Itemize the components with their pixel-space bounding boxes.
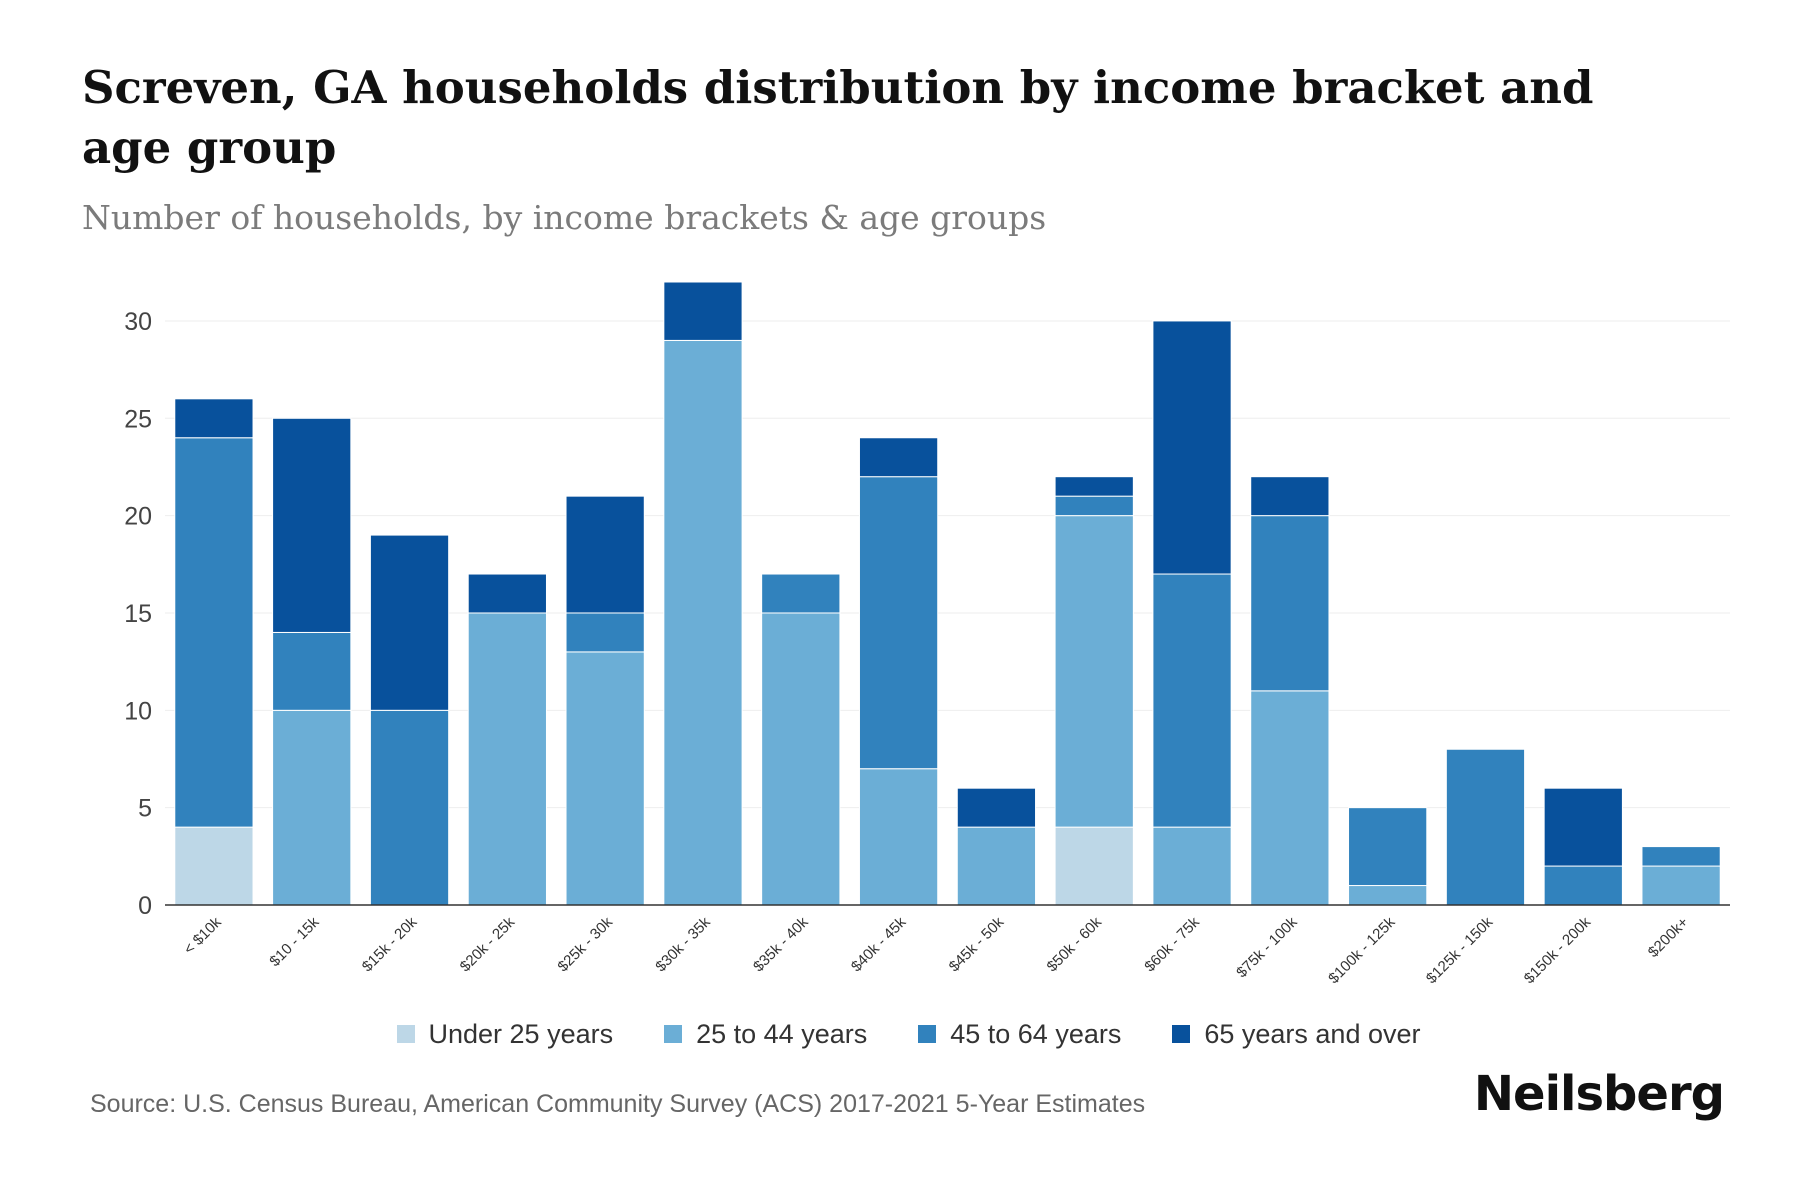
legend-item: Under 25 years: [396, 1018, 614, 1050]
brand-logo: Neilsberg: [1473, 1066, 1725, 1122]
x-tick-label: $150k - 200k: [1521, 913, 1595, 987]
legend-swatch: [1172, 1025, 1191, 1043]
bar-segment: [1054, 476, 1134, 497]
bar-segment: [1348, 885, 1428, 906]
legend-label: 25 to 44 years: [696, 1018, 868, 1049]
legend-label: 45 to 64 years: [950, 1018, 1122, 1049]
bar-segment: [1152, 826, 1232, 906]
bar-segment: [1250, 690, 1330, 906]
bars: [174, 281, 1721, 906]
legend-label: 65 years and over: [1204, 1018, 1421, 1049]
bar-segment: [369, 709, 450, 906]
legend-item: 25 to 44 years: [664, 1019, 867, 1050]
x-axis-ticks: < $10k $10 - 15k $15k - 20k $20k - 25k $25k …: [181, 913, 1693, 987]
bar-segment: [467, 573, 547, 614]
legend: Under 25 years 25 to 44 years 45 to 64 yea…: [0, 1014, 1800, 1054]
x-tick-label: $25k - 30k: [554, 913, 616, 975]
bar-segment: [174, 437, 254, 828]
y-tick-label: 5: [138, 795, 152, 823]
legend-item: 65 years and over: [1172, 1018, 1421, 1050]
y-tick-label: 0: [138, 892, 152, 920]
bar-segment: [467, 612, 547, 906]
bar-segment: [272, 417, 352, 633]
chart-subtitle: Number of households, by income brackets…: [82, 198, 1047, 237]
bar-segment: [1641, 846, 1721, 867]
bar-segment: [174, 398, 254, 439]
x-tick-label: $30k - 35k: [652, 913, 714, 975]
y-tick-label: 10: [124, 697, 152, 725]
bar-segment: [1054, 515, 1134, 828]
bar-segment: [272, 709, 352, 906]
x-tick-label: $125k - 150k: [1423, 913, 1497, 987]
x-tick-label: $50k - 60k: [1043, 913, 1105, 975]
bar-segment: [1152, 573, 1232, 828]
bar-segment: [1054, 826, 1134, 906]
bar-segment: [858, 768, 939, 906]
bar-segment: [761, 573, 841, 614]
x-tick-label: $40k - 45k: [848, 913, 910, 975]
bar-segment: [1250, 515, 1330, 692]
y-tick-label: 15: [124, 600, 152, 628]
x-tick-label: $60k - 75k: [1141, 913, 1203, 975]
x-tick-label: < $10k: [181, 913, 226, 958]
x-tick-label: $200k+: [1645, 914, 1692, 961]
bar-segment: [1054, 495, 1134, 517]
bar-segment: [1641, 865, 1721, 906]
bar-segment: [1152, 320, 1232, 575]
y-axis-ticks: 0 5 10 15 20 25 30: [124, 308, 152, 920]
bar-segment: [174, 826, 254, 906]
bar-segment: [565, 495, 645, 614]
x-tick-label: $20k - 25k: [457, 913, 519, 975]
bar-segment: [761, 612, 841, 906]
bar-segment: [272, 631, 352, 711]
legend-swatch: [664, 1025, 683, 1043]
bar-segment: [565, 651, 645, 906]
bar-segment: [663, 281, 743, 341]
legend-swatch: [918, 1025, 937, 1043]
bar-segment: [858, 476, 939, 770]
x-tick-label: $45k - 50k: [946, 913, 1008, 975]
x-tick-label: $35k - 40k: [750, 913, 812, 975]
y-tick-label: 30: [124, 308, 152, 336]
x-tick-label: $75k - 100k: [1233, 913, 1301, 981]
bar-segment: [1250, 476, 1330, 517]
bar-segment: [956, 826, 1037, 906]
bar-segment: [663, 339, 743, 906]
x-tick-label: $10 - 15k: [266, 913, 323, 970]
stacked-bar-chart: 0 5 10 15 20 25 30 < $10k $10 - 15k $15k - 20k $2…: [124, 281, 1730, 987]
x-tick-label: $15k - 20k: [359, 913, 421, 975]
legend-label: Under 25 years: [428, 1018, 614, 1049]
bar-segment: [1445, 748, 1526, 906]
y-tick-label: 25: [124, 405, 152, 433]
bar-segment: [956, 787, 1037, 828]
chart-title: Screven, GA households distribution by i…: [82, 61, 1594, 174]
source-note: Source: U.S. Census Bureau, American Com…: [90, 1090, 1146, 1118]
x-tick-label: $100k - 125k: [1325, 913, 1399, 987]
bar-segment: [565, 612, 645, 653]
bar-segment: [369, 534, 450, 711]
y-tick-label: 20: [124, 503, 152, 531]
bar-segment: [1348, 807, 1428, 887]
bar-segment: [858, 437, 939, 478]
legend-swatch: [396, 1025, 415, 1043]
bar-segment: [1543, 865, 1623, 906]
bar-segment: [1543, 787, 1623, 867]
legend-item: 45 to 64 years: [918, 1019, 1121, 1050]
